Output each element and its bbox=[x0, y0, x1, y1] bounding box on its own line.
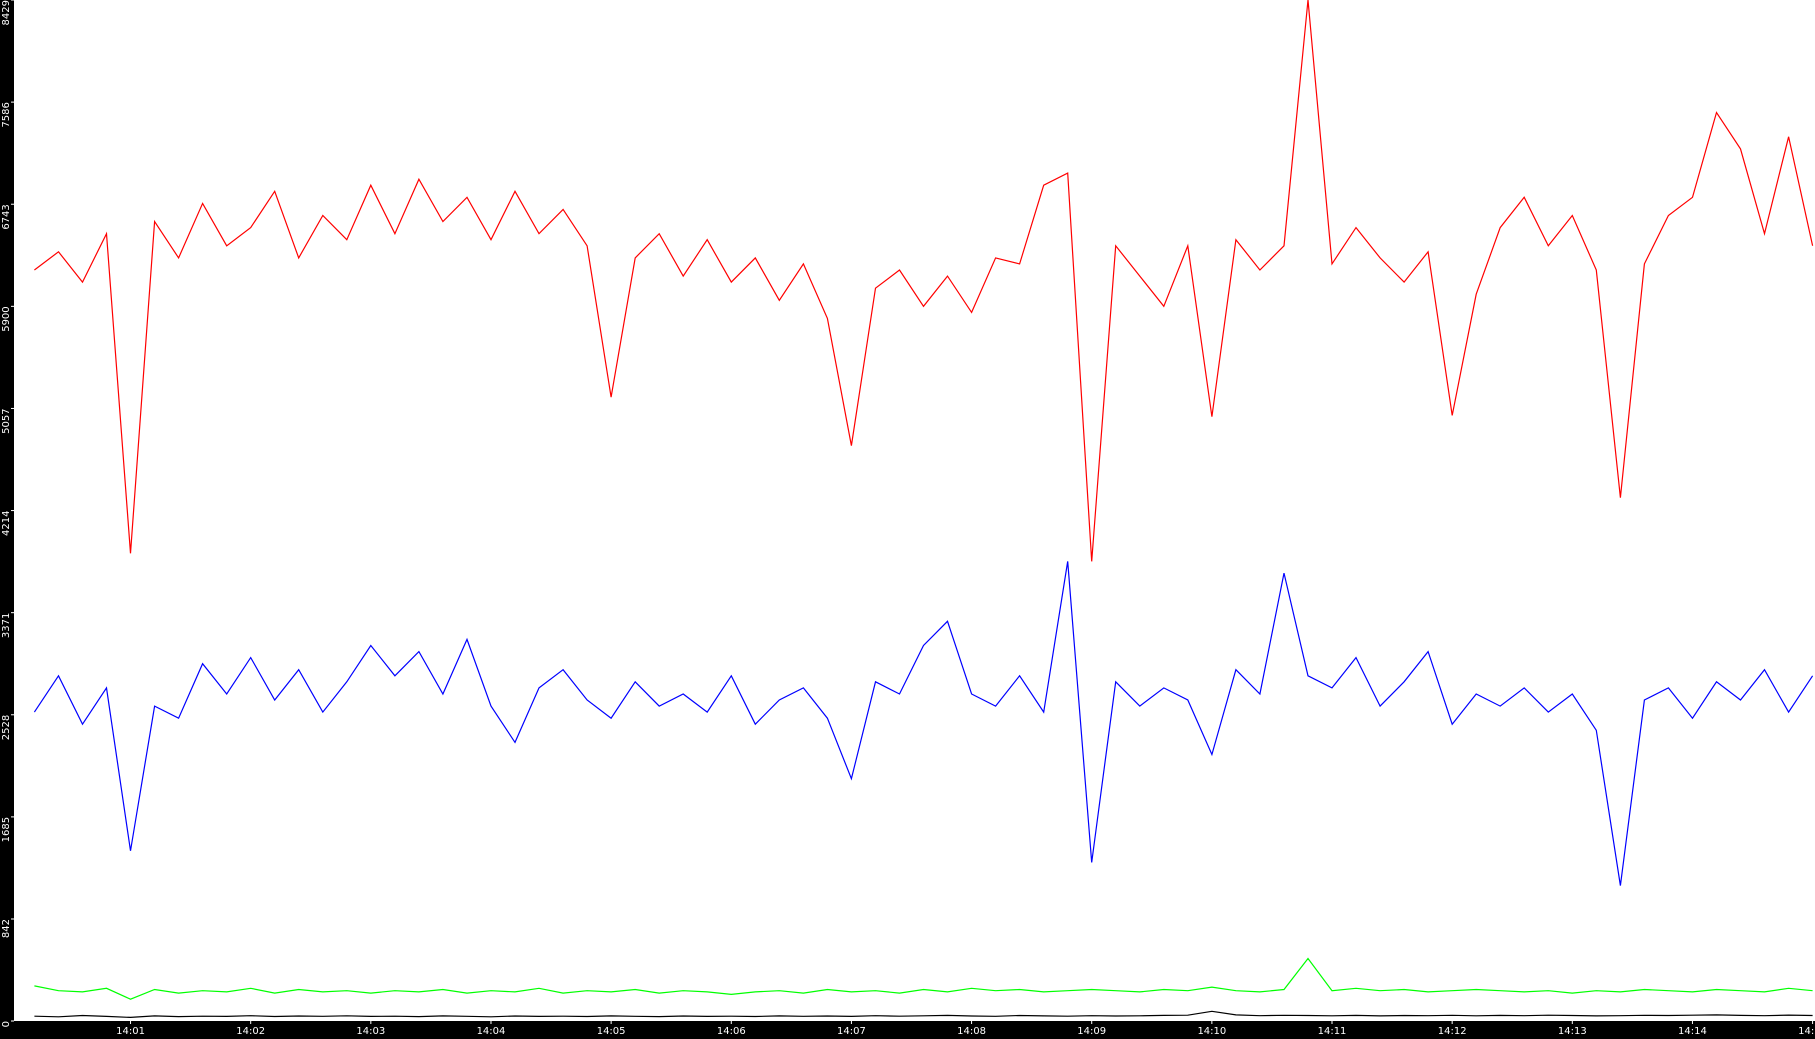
x-tick-label: 14:12 bbox=[1438, 1026, 1467, 1037]
series-line bbox=[33, 561, 1814, 886]
x-tick-label: 14:14 bbox=[1678, 1026, 1707, 1037]
y-tick-label: 5900 bbox=[1, 306, 12, 331]
y-tick-label: 6743 bbox=[1, 204, 12, 229]
x-tick-label: 14:15 bbox=[1798, 1026, 1815, 1037]
x-tick-label: 14:02 bbox=[236, 1026, 265, 1037]
series-line bbox=[34, 957, 1813, 1000]
x-tick-label: 14:05 bbox=[597, 1026, 626, 1037]
series-line bbox=[34, 1010, 1813, 1019]
x-tick-label: 14:08 bbox=[957, 1026, 986, 1037]
x-tick-label: 14:11 bbox=[1318, 1026, 1347, 1037]
x-tick-label: 14:04 bbox=[477, 1026, 506, 1037]
x-tick-label: 14:10 bbox=[1197, 1026, 1226, 1037]
x-axis-strip bbox=[0, 1021, 1815, 1039]
x-tick-label: 14:03 bbox=[356, 1026, 385, 1037]
y-tick-label: 7586 bbox=[1, 102, 12, 127]
y-tick-label: 842 bbox=[1, 919, 12, 938]
y-tick-label: 0 bbox=[1, 1021, 12, 1027]
y-axis-strip bbox=[0, 0, 14, 1039]
y-tick-label: 3371 bbox=[1, 613, 12, 638]
y-tick-label: 1685 bbox=[1, 817, 12, 842]
y-tick-label: 2528 bbox=[1, 715, 12, 740]
x-tick-label: 14:13 bbox=[1558, 1026, 1587, 1037]
x-tick-label: 14:07 bbox=[837, 1026, 866, 1037]
x-tick-label: 14:09 bbox=[1077, 1026, 1106, 1037]
y-tick-label: 5057 bbox=[1, 408, 12, 433]
series-line bbox=[34, 0, 1814, 562]
x-tick-label: 14:01 bbox=[116, 1026, 145, 1037]
x-tick-label: 14:06 bbox=[717, 1026, 746, 1037]
y-tick-label: 8429 bbox=[1, 0, 12, 25]
y-tick-label: 4214 bbox=[1, 511, 12, 536]
